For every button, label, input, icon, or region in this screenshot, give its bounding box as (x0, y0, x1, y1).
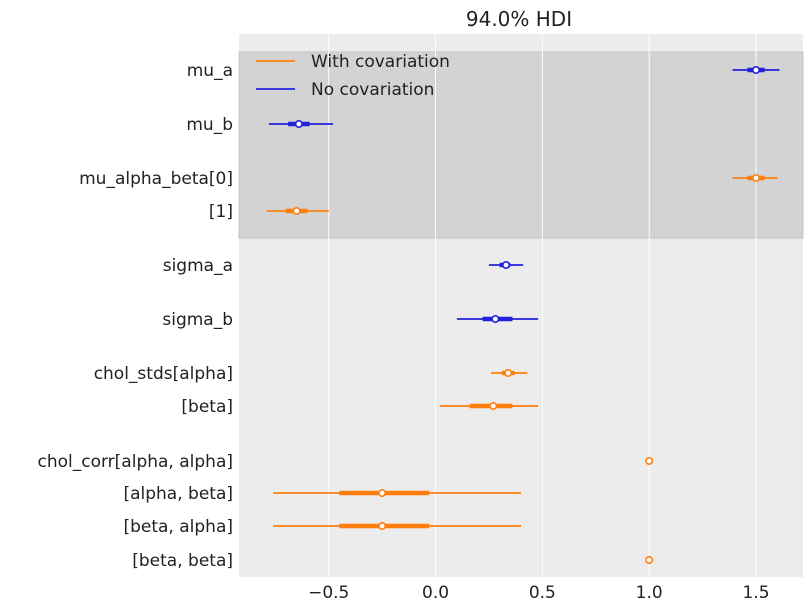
mean-point (294, 120, 303, 129)
row-labels: mu_a mu_b mu_alpha_beta[0] [1] sigma_a sigma_… (38, 61, 234, 571)
row-label: [beta, beta] (132, 551, 233, 571)
row-label: sigma_b (162, 310, 233, 330)
grid-lines (328, 34, 757, 577)
x-tick-label: −0.5 (308, 583, 349, 603)
mean-point (751, 174, 760, 183)
chart-title: 94.0% HDI (466, 7, 572, 31)
row-label: mu_b (186, 115, 233, 135)
row-label: [alpha, beta] (123, 484, 233, 504)
legend-label: With covariation (311, 52, 450, 72)
mean-point (504, 368, 513, 377)
row-label: mu_alpha_beta[0] (79, 169, 233, 189)
x-tick-label: 1.0 (636, 583, 663, 603)
hdi-marks (266, 66, 780, 564)
highlight-band (238, 51, 804, 239)
row-label: [beta] (181, 397, 233, 417)
row-label: sigma_a (163, 256, 233, 276)
mean-point (491, 314, 500, 323)
x-tick-label: 0.0 (422, 583, 449, 603)
x-tick-label: 1.5 (742, 583, 769, 603)
mean-point (489, 401, 498, 410)
legend: With covariation No covariation (256, 52, 450, 100)
x-tick-labels: −0.5 0.0 0.5 1.0 1.5 (308, 583, 769, 603)
x-tick-label: 0.5 (529, 583, 556, 603)
row-label: [beta, alpha] (123, 517, 233, 537)
mean-point (645, 456, 654, 465)
mean-point (502, 260, 511, 269)
row-label: [1] (209, 202, 233, 222)
row-label: chol_stds[alpha] (94, 364, 233, 384)
mean-point (378, 488, 387, 497)
row-label: mu_a (187, 61, 233, 81)
mean-point (378, 521, 387, 530)
mean-point (645, 555, 654, 564)
mean-point (292, 207, 301, 216)
legend-label: No covariation (311, 80, 434, 100)
mean-point (751, 66, 760, 75)
row-label: chol_corr[alpha, alpha] (38, 452, 234, 472)
